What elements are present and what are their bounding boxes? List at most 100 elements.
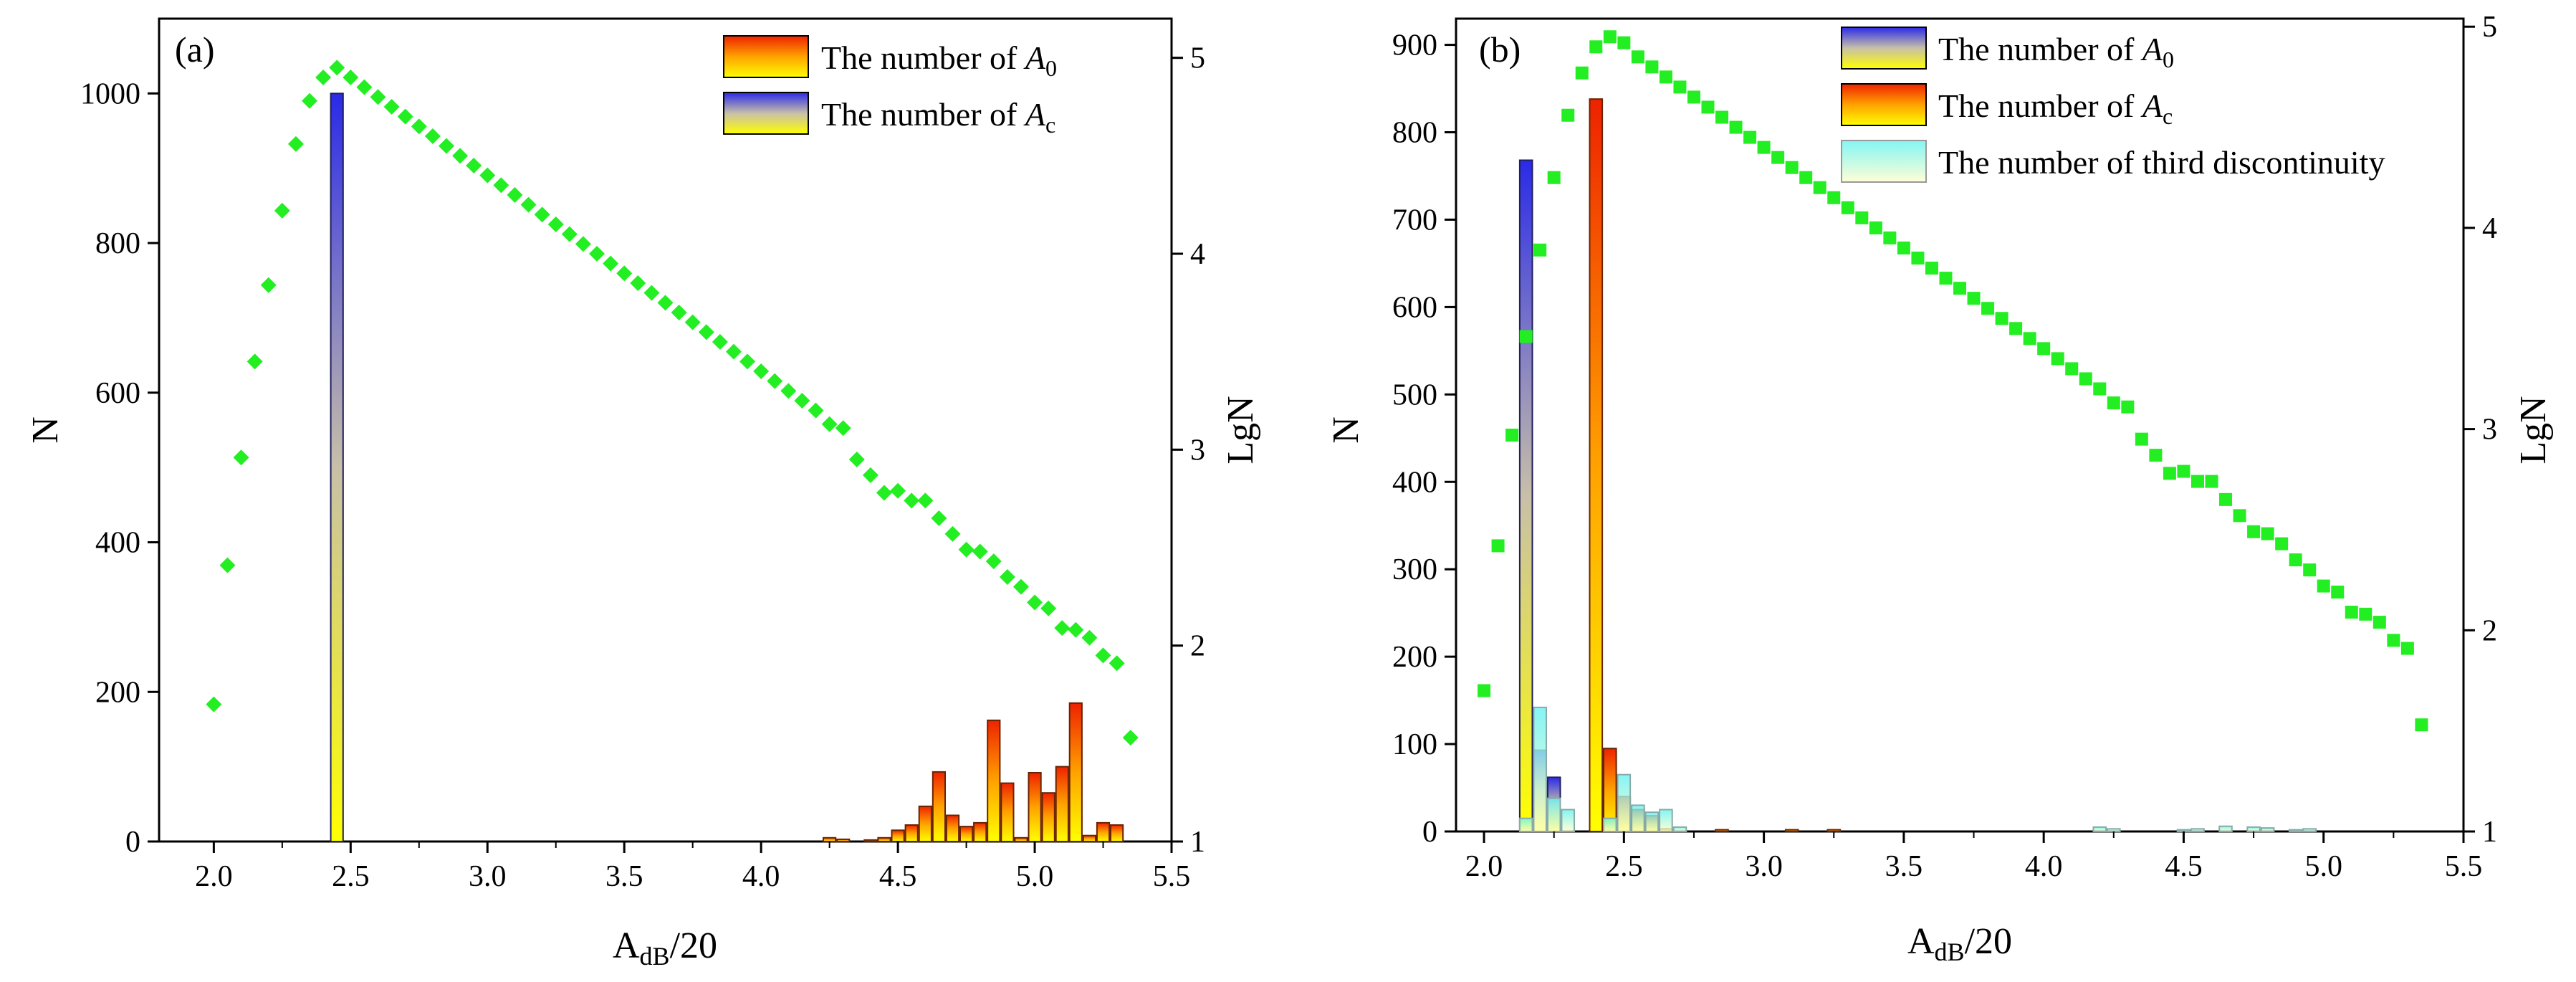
y2-tick-label: 4	[1190, 238, 1205, 271]
scatter-point	[876, 485, 893, 501]
bar-s1	[1589, 98, 1604, 832]
y2-axis-title: LgN	[1220, 396, 1261, 464]
scatter-point	[1799, 171, 1813, 184]
panel-label: (a)	[175, 29, 215, 70]
plot-frame	[158, 17, 1173, 843]
x-axis-title-tail: /20	[670, 925, 717, 966]
bar-s0	[1518, 159, 1533, 832]
bar-s2	[2092, 826, 2107, 833]
scatter-point	[2345, 606, 2358, 619]
scatter-point	[466, 158, 482, 173]
scatter-point	[1771, 151, 1785, 164]
scatter-point	[343, 70, 359, 85]
scatter-point	[835, 420, 851, 437]
legend-label-a0-var: A	[2140, 31, 2163, 67]
x-tick-label: 5.0	[2304, 850, 2342, 883]
scatter-point	[1953, 282, 1966, 295]
y-tick-label: 400	[95, 527, 140, 560]
scatter-point	[1491, 539, 1505, 553]
scatter-layer	[1478, 30, 2428, 732]
scatter-point	[2079, 372, 2092, 386]
scatter-point	[2303, 563, 2317, 577]
scatter-point	[2387, 634, 2400, 647]
legend-label-third: The number of third discontinuity	[1938, 144, 2385, 181]
y-tick-label: 600	[95, 377, 140, 410]
scatter-point	[2107, 396, 2120, 410]
scatter-point	[2261, 527, 2274, 540]
scatter-point	[1967, 292, 1981, 305]
x-tick-label: 4.5	[879, 860, 917, 893]
scatter-point	[1673, 80, 1687, 94]
scatter-point	[1743, 130, 1757, 144]
scatter-point	[862, 467, 878, 483]
bar-s2	[1644, 811, 1660, 832]
x-axis-title-tail: /20	[1965, 921, 2012, 962]
x-tick-label: 4.5	[2165, 850, 2203, 883]
legend-swatch-a0	[723, 35, 809, 78]
scatter-point	[2359, 607, 2372, 621]
scatter-point	[411, 118, 427, 135]
scatter-point	[2135, 432, 2148, 446]
bar-s0	[1096, 821, 1111, 843]
scatter-point	[547, 216, 564, 232]
y-tick-label: 300	[1392, 553, 1437, 586]
x-axis-title-sub: dB	[1935, 938, 1965, 966]
bar-s1	[1715, 829, 1729, 832]
panel-a: 2.0 2.5 3.0 3.5 4.0 4.5 5.0 5.5 0 200 400 600 800 100…	[25, 17, 1261, 971]
scatter-layer	[206, 59, 1139, 746]
bar-s0	[918, 805, 932, 843]
y2-tick-label: 5	[2482, 11, 2497, 44]
scatter-point	[2009, 322, 2023, 335]
legend-label-ac-main: The number of	[1938, 87, 2142, 124]
scatter-point	[397, 108, 413, 125]
bar-s2	[1672, 826, 1687, 833]
x-tick-label: 5.5	[2445, 850, 2483, 883]
scatter-point	[260, 277, 277, 293]
scatter-point	[616, 265, 633, 282]
scatter-point	[493, 177, 509, 194]
scatter-point	[821, 416, 838, 432]
scatter-point	[329, 59, 345, 76]
y-tick-label: 0	[125, 826, 140, 859]
bar-s0	[1041, 792, 1055, 842]
legend-swatch-a0	[1841, 27, 1927, 70]
scatter-point	[520, 196, 537, 213]
scatter-point	[739, 353, 756, 370]
x-tick-label: 3.0	[469, 860, 507, 893]
legend-label-ac-sub: c	[1045, 112, 1055, 138]
bar-s0	[1110, 824, 1124, 842]
scatter-point	[1883, 231, 1897, 244]
scatter-point	[219, 557, 236, 573]
y-tick-label: 900	[1392, 29, 1437, 62]
scatter-point	[2205, 475, 2218, 488]
scatter-point	[2233, 509, 2246, 523]
scatter-point	[1081, 629, 1098, 646]
scatter-point	[383, 99, 400, 115]
scatter-point	[1505, 429, 1519, 442]
bar-s0	[836, 838, 851, 843]
scatter-point	[643, 285, 660, 301]
scatter-point	[2275, 537, 2289, 550]
scatter-point	[2219, 492, 2233, 506]
scatter-point	[1897, 241, 1910, 254]
scatter-point	[917, 492, 934, 509]
scatter-point	[1478, 684, 1491, 697]
scatter-point	[1939, 272, 1953, 285]
bars-layer	[1518, 98, 2317, 833]
x-tick-label: 3.5	[605, 860, 643, 893]
bar-s2	[1631, 804, 1645, 833]
scatter-point	[233, 449, 249, 466]
x-axis-title-main: A	[613, 925, 640, 966]
scatter-point	[356, 79, 373, 95]
scatter-point	[2149, 449, 2163, 462]
bar-s0	[1055, 766, 1069, 842]
legend-label-a0-sub: 0	[1045, 55, 1057, 81]
bar-s0	[863, 839, 878, 843]
y-axis-title: N	[1326, 416, 1366, 444]
bar-s2	[2246, 826, 2261, 833]
x-tick-label: 4.0	[2025, 850, 2063, 883]
scatter-point	[712, 334, 728, 350]
y-tick-label: 500	[1392, 378, 1437, 411]
y2-tick-label: 3	[1190, 434, 1205, 467]
